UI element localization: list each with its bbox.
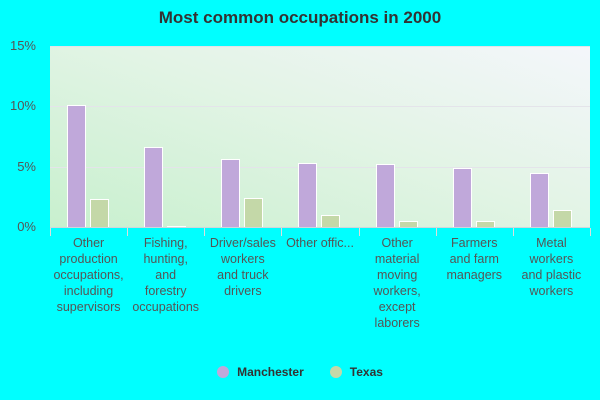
gridline	[50, 46, 590, 47]
bar-manchester[interactable]	[221, 159, 241, 227]
x-tick-label: Other offic...	[286, 236, 354, 250]
legend-swatch-icon	[217, 366, 230, 378]
bar-manchester[interactable]	[144, 147, 164, 227]
x-tick	[435, 228, 437, 236]
x-tick	[127, 228, 129, 236]
legend: Manchester Texas	[0, 365, 600, 379]
x-tick-label: Driver/sales workers and truck drivers	[209, 236, 276, 298]
y-tick-label: 5%	[17, 158, 36, 174]
legend-label: Texas	[349, 365, 383, 379]
gridline	[50, 106, 590, 108]
plot-area	[50, 46, 590, 227]
x-tick-label: Farmers and farm managers	[446, 236, 503, 282]
bar-texas[interactable]	[90, 199, 109, 227]
x-axis	[50, 227, 590, 228]
bar-manchester[interactable]	[67, 105, 86, 227]
x-tick-label: Other production occupations, including …	[53, 236, 124, 314]
bar-manchester[interactable]	[375, 164, 395, 227]
bar-texas[interactable]	[167, 225, 187, 227]
bar-texas[interactable]	[475, 220, 495, 227]
bar-texas[interactable]	[398, 220, 418, 227]
y-tick-label: 15%	[9, 38, 36, 53]
bar-manchester[interactable]	[298, 163, 318, 227]
legend-label: Manchester	[237, 365, 304, 379]
x-tick-label: Fishing, hunting, and forestry occupatio…	[132, 236, 200, 314]
legend-item-manchester[interactable]: Manchester	[217, 365, 304, 379]
bar-texas[interactable]	[321, 214, 341, 227]
x-tick	[281, 228, 283, 236]
x-tick	[590, 228, 591, 236]
x-tick	[204, 228, 206, 236]
bar-manchester[interactable]	[452, 167, 472, 227]
legend-item-texas[interactable]: Texas	[329, 365, 383, 379]
x-tick-label: Other material moving workers, except la…	[373, 236, 421, 330]
x-tick	[50, 228, 51, 236]
legend-swatch-icon	[329, 366, 342, 378]
bar-texas[interactable]	[552, 210, 572, 227]
x-tick	[512, 228, 514, 236]
chart-title: Most common occupations in 2000	[158, 8, 442, 27]
bar-texas[interactable]	[244, 198, 264, 227]
x-tick-label: Metal workers and plastic workers	[521, 236, 582, 298]
bar-manchester[interactable]	[529, 172, 549, 227]
gridline	[50, 166, 590, 168]
x-tick	[358, 228, 360, 236]
y-tick-label: 0%	[17, 219, 36, 234]
y-tick-label: 10%	[9, 98, 36, 114]
